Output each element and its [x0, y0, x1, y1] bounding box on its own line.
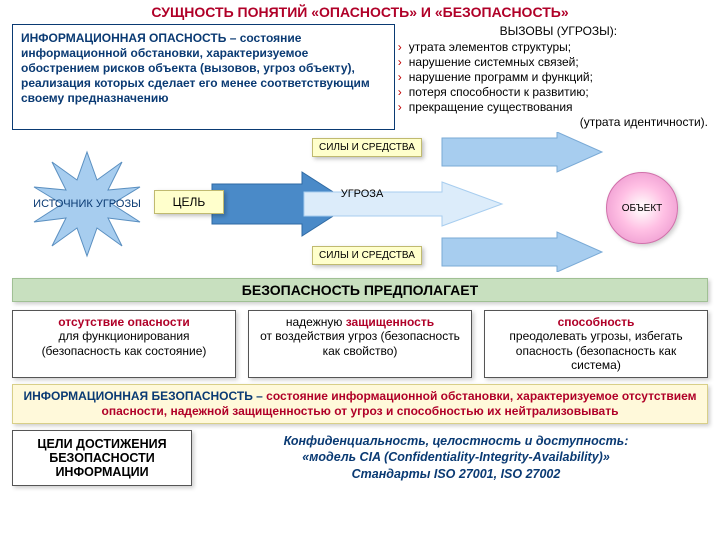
- threats-title: ВЫЗОВЫ (УГРОЗЫ):: [409, 24, 708, 40]
- top-row: ИНФОРМАЦИОННАЯ ОПАСНОСТЬ – состояние инф…: [0, 20, 720, 130]
- threat-item: ›утрата элементов структуры;: [409, 40, 708, 55]
- threat-item-last: (утрата идентичности).: [409, 115, 708, 130]
- threat-diagram: ИСТОЧНИК УГРОЗЫ ЦЕЛЬ СИЛЫ И СРЕДСТВА СИЛ…: [12, 132, 708, 272]
- col-protection: надежную защищенность от воздействия угр…: [248, 310, 472, 378]
- goal-box: ЦЕЛЬ: [154, 190, 224, 214]
- forces-top-box: СИЛЫ И СРЕДСТВА: [312, 138, 422, 157]
- threat-item: ›нарушение системных связей;: [409, 55, 708, 70]
- object-circle: ОБЪЕКТ: [606, 172, 678, 244]
- col-absence: отсутствие опасности для функционировани…: [12, 310, 236, 378]
- subgoal-box: ЦЕЛИ ДОСТИЖЕНИЯ БЕЗОПАСНОСТИ ИНФОРМАЦИИ: [12, 430, 192, 486]
- three-columns: отсутствие опасности для функционировани…: [12, 310, 708, 378]
- slide-title: СУЩНОСТЬ ПОНЯТИЙ «ОПАСНОСТЬ» И «БЕЗОПАСН…: [0, 0, 720, 20]
- threat-item: ›нарушение программ и функций;: [409, 70, 708, 85]
- standards-text: Конфиденциальность, целостность и доступ…: [204, 433, 708, 482]
- threat-item: ›прекращение существования: [409, 100, 708, 115]
- security-band: БЕЗОПАСНОСТЬ ПРЕДПОЛАГАЕТ: [12, 278, 708, 302]
- bottom-row: ЦЕЛИ ДОСТИЖЕНИЯ БЕЗОПАСНОСТИ ИНФОРМАЦИИ …: [12, 430, 708, 486]
- definition-danger: ИНФОРМАЦИОННАЯ ОПАСНОСТЬ – состояние инф…: [12, 24, 395, 130]
- forces-bottom-box: СИЛЫ И СРЕДСТВА: [312, 246, 422, 265]
- definition-security: ИНФОРМАЦИОННАЯ БЕЗОПАСНОСТЬ – состояние …: [12, 384, 708, 424]
- threat-item: ›потеря способности к развитию;: [409, 85, 708, 100]
- threats-list: ВЫЗОВЫ (УГРОЗЫ): ›утрата элементов струк…: [403, 24, 708, 130]
- col-capability: способность преодолевать угрозы, избегат…: [484, 310, 708, 378]
- threat-source-label: ИСТОЧНИК УГРОЗЫ: [32, 154, 142, 254]
- threat-label: УГРОЗА: [332, 188, 392, 200]
